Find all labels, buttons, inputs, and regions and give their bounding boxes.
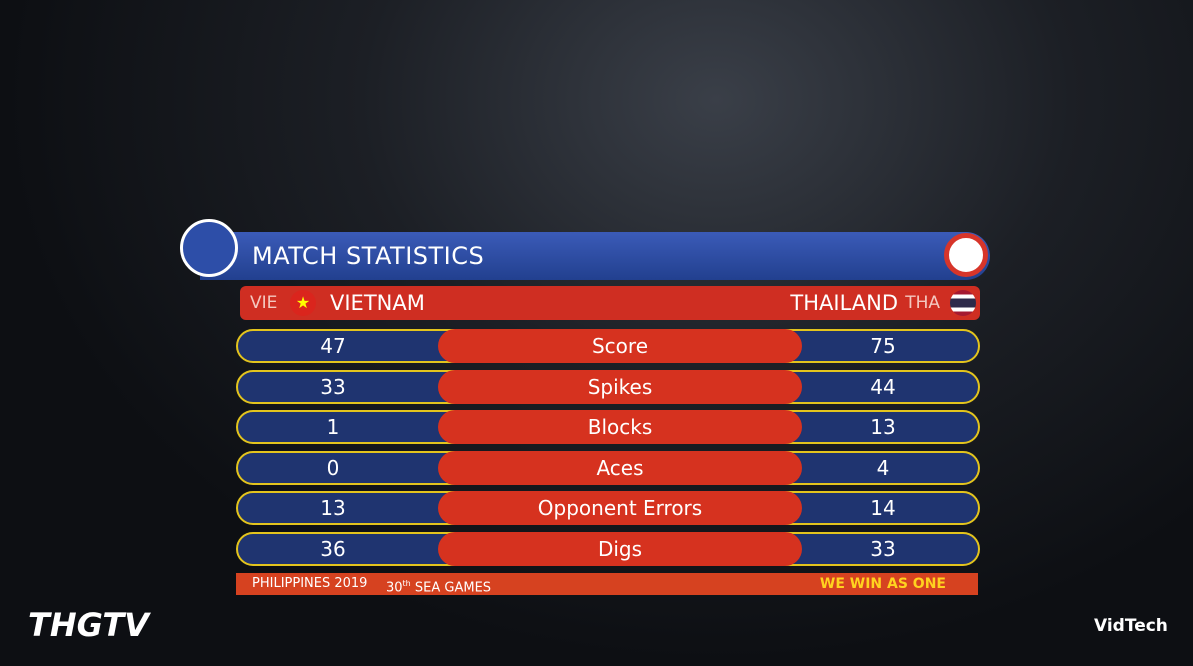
team-bar: VIE ★ VIETNAM THAILAND THA (240, 286, 980, 320)
volleyball-logo (180, 219, 238, 277)
left-value: 13 (320, 496, 346, 521)
watermark: VidTech (1094, 616, 1168, 636)
right-value: 4 (876, 455, 890, 480)
stat-row: 36 Digs 33 (236, 532, 980, 566)
team-name: VIETNAM (330, 291, 425, 315)
left-value: 47 (320, 334, 346, 358)
left-value: 36 (320, 537, 346, 561)
team-name: THAILAND (790, 291, 898, 315)
watermark: THGTV (28, 606, 149, 644)
right-value: 44 (870, 374, 896, 399)
team-code: THA (905, 293, 940, 313)
footer-bar: PHILIPPINES 2019 30th SEA GAMES WE WIN A… (236, 573, 978, 595)
games-title: SEA GAMES (414, 580, 492, 596)
slogan: WE WIN AS ONE (819, 576, 946, 592)
stat-row: 13 Opponent Errors 14 (236, 491, 980, 526)
stat-row: 1 Blocks 13 (236, 410, 980, 445)
left-value: 33 (320, 374, 346, 399)
games-name: 30th SEA GAMES (386, 573, 491, 599)
left-value: 1 (326, 415, 340, 440)
sea-games-logo (944, 233, 988, 277)
stat-row: 47 Score 75 (236, 329, 980, 363)
stat-label: Blocks (438, 410, 802, 445)
stat-label: Opponent Errors (438, 491, 802, 526)
stat-row: 33 Spikes 44 (236, 369, 980, 404)
stat-label: Digs (438, 532, 802, 566)
event-name: PHILIPPINES 2019 (252, 576, 368, 591)
right-value: 13 (870, 415, 896, 440)
right-value: 75 (870, 334, 896, 358)
games-suffix: th (402, 579, 411, 588)
left-value: 0 (326, 455, 340, 480)
title: MATCH STATISTICS (252, 242, 485, 270)
stat-label: Spikes (438, 369, 802, 404)
games-number: 30 (386, 580, 403, 596)
flag-vietnam: ★ (290, 290, 316, 316)
stat-label: Aces (438, 450, 802, 485)
flag-thailand (950, 290, 976, 316)
right-value: 33 (870, 537, 896, 561)
right-value: 14 (870, 496, 896, 521)
team-code: VIE (250, 293, 278, 313)
stat-row: 0 Aces 4 (236, 450, 980, 485)
title-bar: MATCH STATISTICS (200, 232, 990, 280)
stat-label: Score (438, 329, 802, 363)
